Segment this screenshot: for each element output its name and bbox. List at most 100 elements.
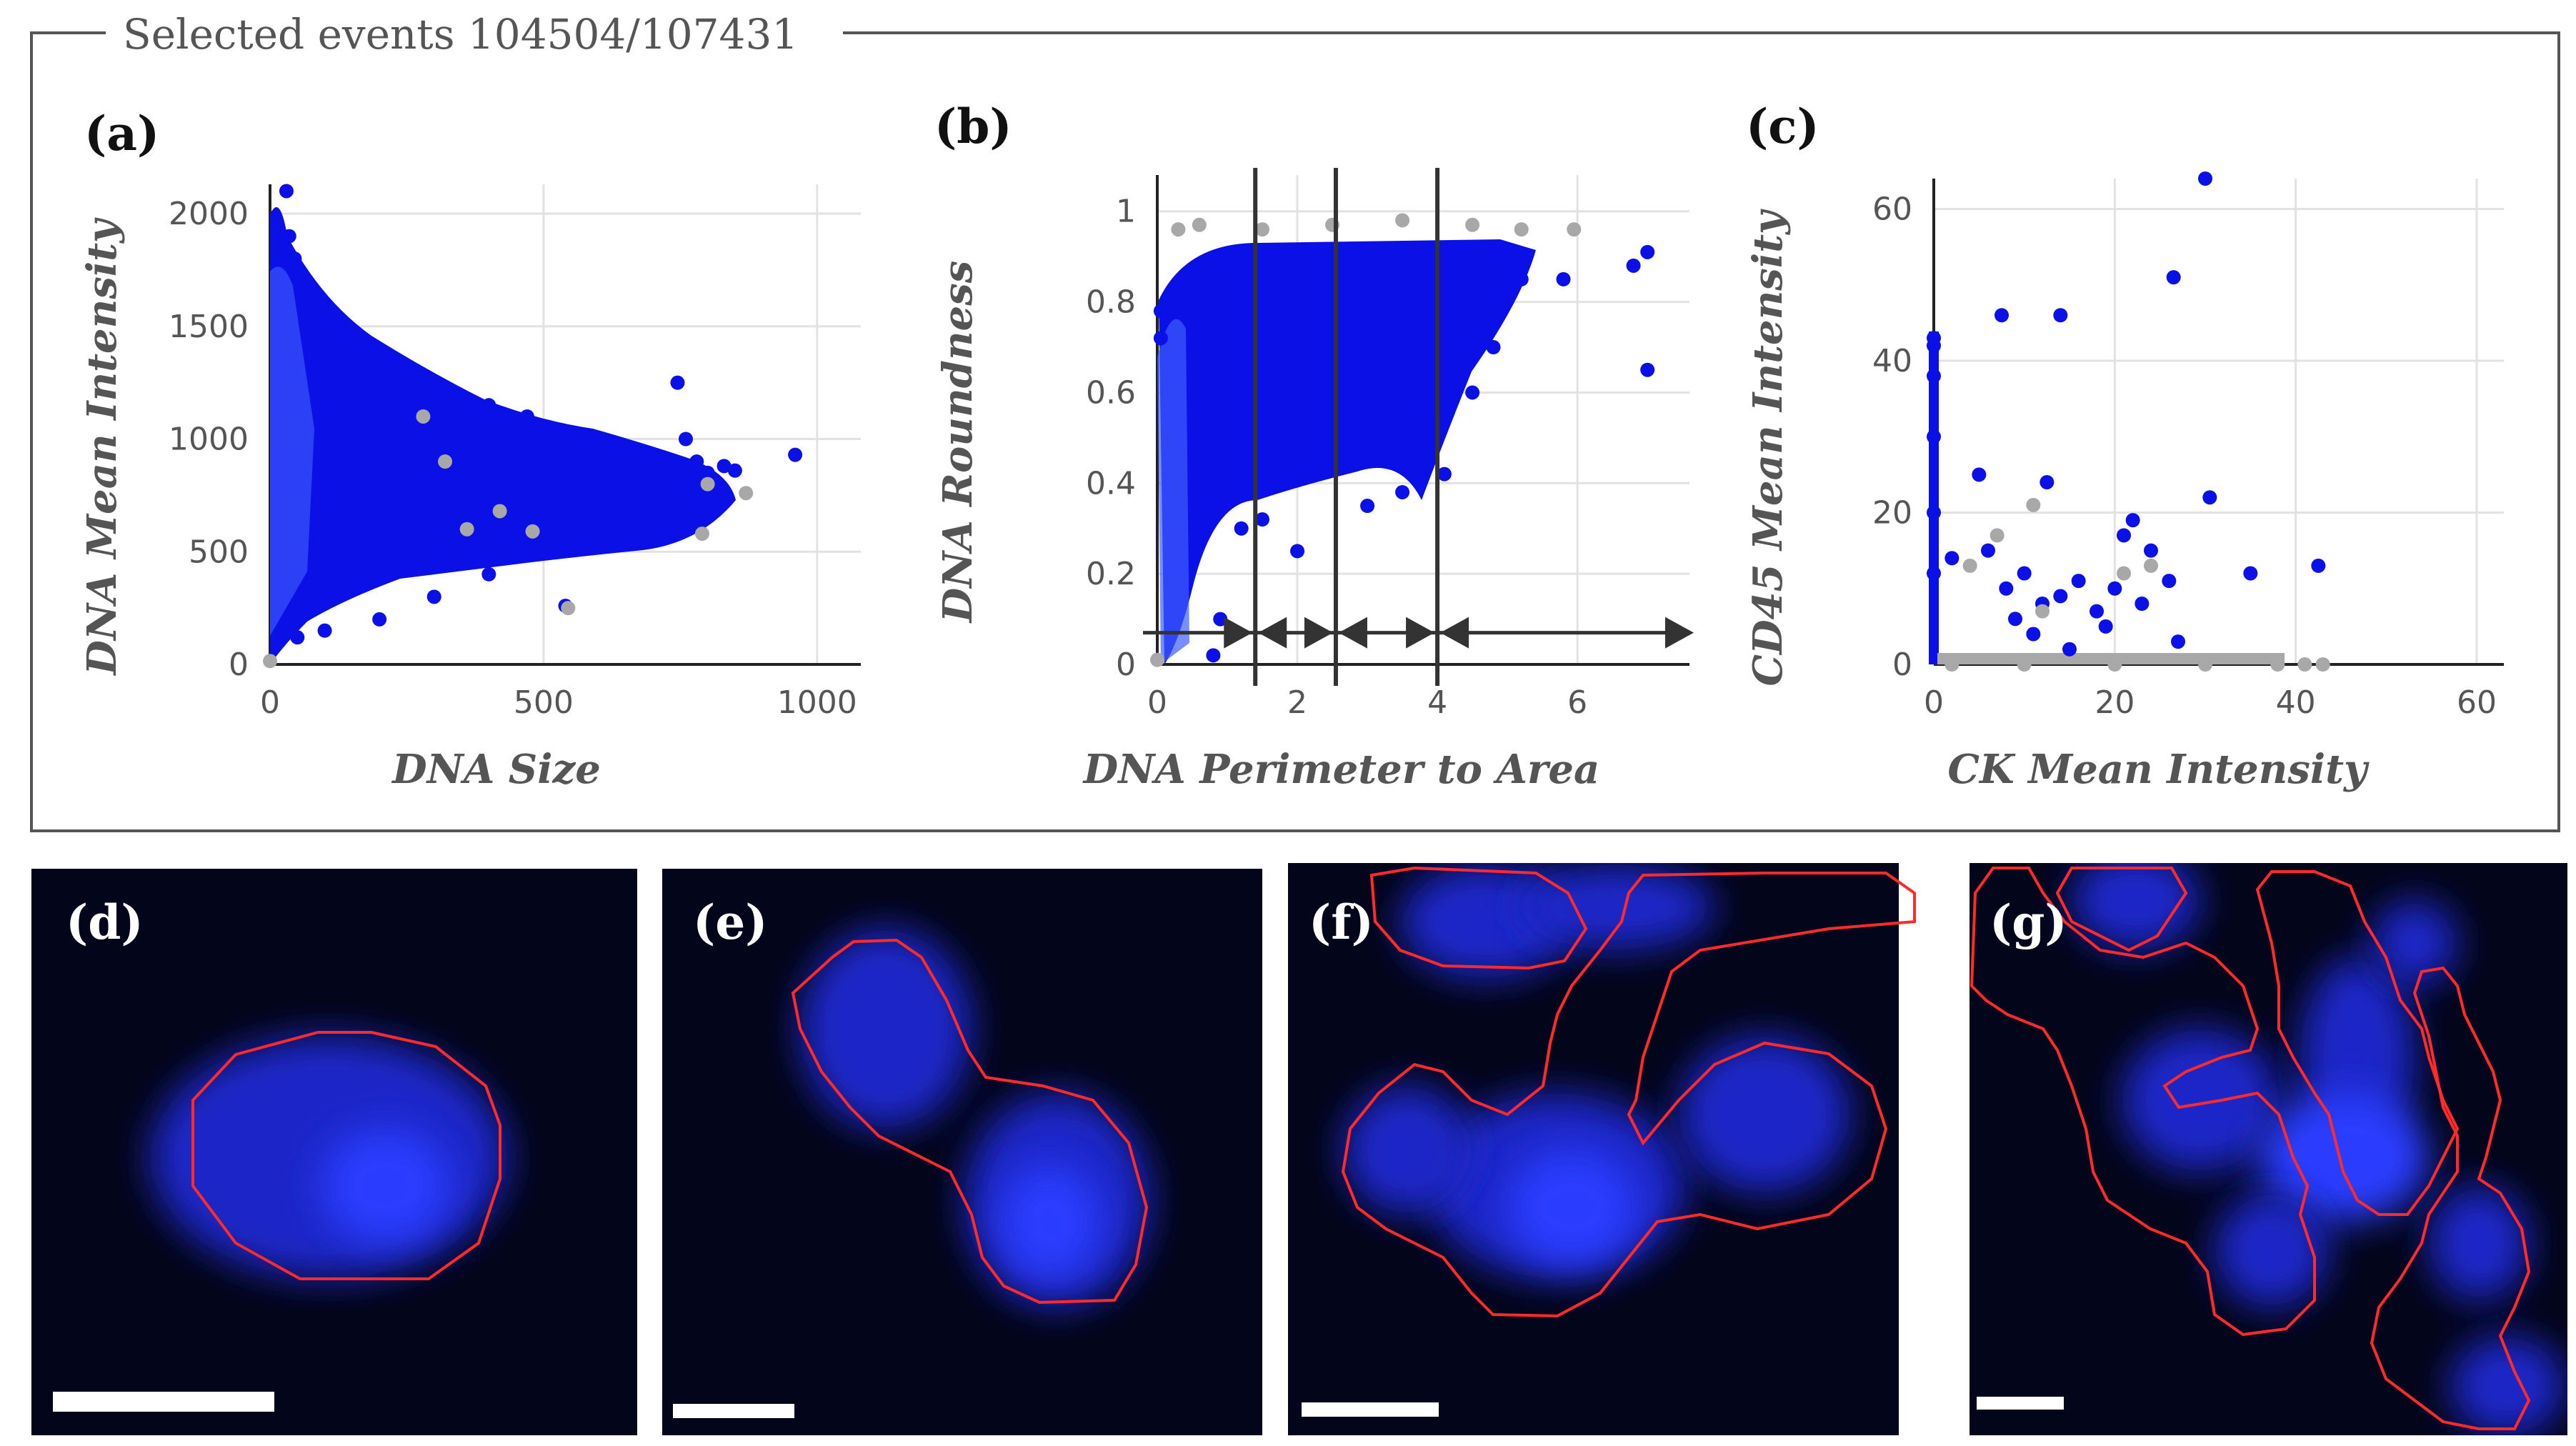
cell-outlines-g bbox=[1970, 867, 2531, 1430]
data-point-selected bbox=[1395, 484, 1410, 499]
data-point-selected bbox=[2202, 490, 2217, 505]
chart-b-dense-core bbox=[1157, 319, 1189, 664]
data-point-selected bbox=[1220, 453, 1235, 468]
chart-c-xlabel: CK Mean Intensity bbox=[1947, 746, 2370, 793]
data-point-selected bbox=[2053, 589, 2068, 604]
data-point-selected bbox=[2098, 619, 2113, 634]
y-tick-label: 2000 bbox=[169, 196, 249, 232]
scale-bar-d bbox=[53, 1392, 274, 1412]
chart-a-label: (a) bbox=[84, 106, 159, 161]
chart-a-ylabel: DNA Mean Intensity bbox=[79, 217, 126, 677]
data-point-unselected bbox=[525, 524, 540, 539]
data-point-selected bbox=[2198, 171, 2212, 186]
data-point-selected bbox=[1153, 304, 1168, 319]
panel-label-e: (e) bbox=[693, 894, 767, 950]
y-tick-label: 0 bbox=[1892, 647, 1912, 683]
data-point-selected bbox=[2053, 308, 2068, 323]
data-point-selected bbox=[1927, 369, 1941, 384]
y-tick-label: 0.2 bbox=[1086, 556, 1136, 592]
x-tick-label: 4 bbox=[1427, 684, 1447, 721]
data-point-selected bbox=[1640, 244, 1655, 259]
chart-c-grid bbox=[1932, 179, 2504, 666]
data-point-selected bbox=[281, 229, 296, 244]
data-point-selected bbox=[2135, 597, 2150, 611]
data-point-selected bbox=[2144, 543, 2158, 558]
y-tick-label: 1 bbox=[1116, 194, 1136, 230]
data-point-selected bbox=[670, 375, 685, 390]
data-point-selected bbox=[443, 387, 458, 402]
data-point-selected bbox=[1153, 331, 1168, 346]
data-point-selected bbox=[372, 364, 387, 379]
data-point-unselected bbox=[694, 527, 709, 542]
data-point-selected bbox=[372, 612, 387, 627]
data-point-unselected bbox=[2270, 657, 2285, 672]
data-point-unselected bbox=[700, 477, 715, 492]
chart-b-dense-cloud bbox=[1159, 239, 1536, 664]
data-point-selected bbox=[2040, 475, 2055, 489]
data-point-selected bbox=[2107, 581, 2122, 596]
gate-arrowhead bbox=[1258, 617, 1287, 649]
data-point-selected bbox=[279, 184, 294, 199]
scale-bar-e bbox=[673, 1404, 794, 1418]
data-point-selected bbox=[591, 454, 606, 469]
y-tick-label: 60 bbox=[1872, 191, 1912, 228]
data-point-selected bbox=[317, 623, 332, 638]
gate-arrowhead bbox=[1338, 617, 1367, 649]
chart-b-ticks: 0 2 4 6 0 0.2 0.4 0.6 0.8 1 bbox=[1086, 194, 1587, 721]
data-point-selected bbox=[2090, 604, 2104, 619]
data-point-selected bbox=[2062, 642, 2077, 657]
data-point-selected bbox=[519, 409, 534, 424]
data-point-selected bbox=[1255, 512, 1270, 527]
panel-label-g: (g) bbox=[1990, 894, 2067, 950]
data-point-unselected bbox=[438, 454, 453, 469]
cell-image-e: (e) bbox=[662, 869, 1262, 1435]
data-point-selected bbox=[2008, 612, 2022, 627]
data-point-selected bbox=[700, 465, 715, 480]
data-point-unselected bbox=[1255, 222, 1270, 237]
chart-c-ticks: 0 20 40 60 0 20 40 60 bbox=[1872, 191, 2497, 722]
data-point-selected bbox=[2311, 558, 2326, 573]
data-point-selected bbox=[678, 432, 693, 447]
data-point-unselected bbox=[739, 486, 754, 501]
chart-b-points bbox=[1150, 213, 1655, 667]
chart-a-dense-core bbox=[270, 266, 314, 636]
data-point-selected bbox=[1981, 543, 1995, 558]
data-point-unselected bbox=[1990, 528, 2005, 543]
x-tick-label: 0 bbox=[1924, 684, 1944, 721]
data-point-selected bbox=[547, 432, 562, 447]
data-point-unselected bbox=[1465, 217, 1480, 232]
data-point-selected bbox=[1927, 505, 1941, 520]
x-tick-label: 6 bbox=[1567, 684, 1587, 721]
cell-outline-d bbox=[191, 1031, 501, 1280]
y-tick-label: 40 bbox=[1872, 343, 1912, 379]
chart-c-points bbox=[1927, 171, 2330, 672]
data-point-selected bbox=[1437, 467, 1452, 482]
data-point-unselected bbox=[459, 522, 474, 537]
x-tick-label: 20 bbox=[2095, 684, 2135, 721]
data-point-unselected bbox=[2117, 566, 2131, 581]
data-point-selected bbox=[2171, 634, 2185, 649]
chart-a-xlabel: DNA Size bbox=[391, 746, 601, 793]
data-point-selected bbox=[1174, 281, 1189, 296]
y-tick-label: 0.8 bbox=[1086, 284, 1136, 321]
x-tick-label: 2 bbox=[1287, 684, 1307, 721]
data-point-selected bbox=[569, 443, 584, 458]
data-point-unselected bbox=[561, 601, 576, 616]
data-point-selected bbox=[405, 375, 420, 390]
cell-image-d: (d) bbox=[31, 869, 637, 1435]
data-point-selected bbox=[1927, 338, 1941, 353]
data-point-selected bbox=[727, 463, 742, 478]
y-tick-label: 0.4 bbox=[1086, 465, 1136, 502]
data-point-selected bbox=[295, 296, 310, 311]
x-tick-label: 0 bbox=[260, 684, 280, 721]
data-point-selected bbox=[287, 251, 302, 266]
chart-a-dense-cloud bbox=[270, 207, 736, 664]
data-point-selected bbox=[2162, 574, 2177, 589]
y-tick-label: 20 bbox=[1872, 495, 1912, 532]
data-point-unselected bbox=[1567, 222, 1582, 237]
data-point-selected bbox=[290, 630, 305, 645]
x-tick-label: 0 bbox=[1147, 684, 1167, 721]
chart-a-ticks: 0 500 1000 0 500 1000 1500 2000 bbox=[169, 196, 857, 721]
x-tick-label: 60 bbox=[2457, 684, 2497, 721]
